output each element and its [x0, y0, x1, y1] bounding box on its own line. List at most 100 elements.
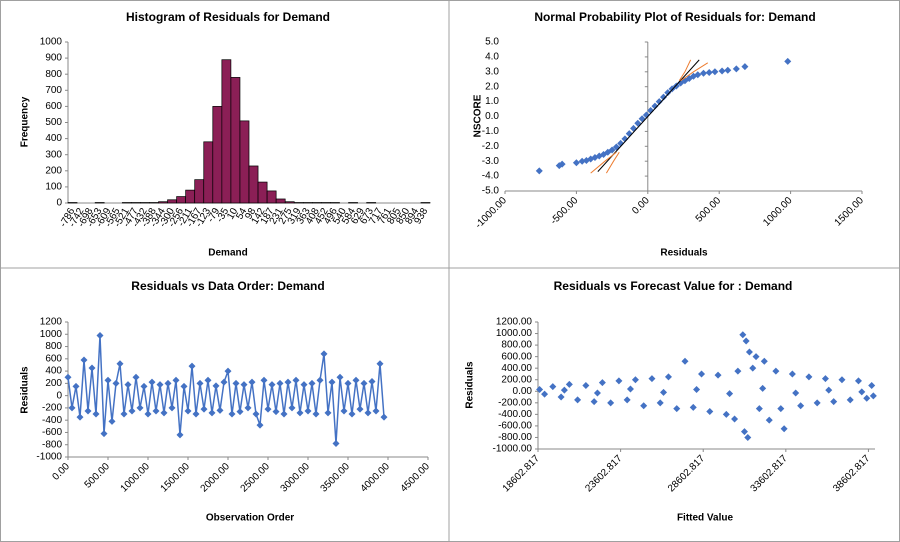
point [292, 376, 300, 384]
point [706, 407, 714, 415]
point [88, 364, 96, 372]
point [128, 407, 136, 415]
point [607, 399, 615, 407]
point [582, 382, 590, 389]
point [838, 376, 846, 384]
point [792, 389, 800, 397]
point [140, 382, 148, 390]
point [593, 389, 601, 397]
reference-line [605, 151, 620, 174]
point [212, 382, 220, 390]
point [120, 410, 128, 418]
point [656, 399, 664, 407]
point [216, 406, 224, 414]
point [248, 378, 256, 386]
y-tick-label: 0.00 [513, 386, 533, 397]
point [655, 98, 663, 106]
point [380, 413, 388, 421]
y-tick-label: -600.00 [498, 421, 532, 432]
y-tick-label: 3.0 [485, 66, 499, 77]
x-axis-title: Fitted Value [677, 513, 734, 524]
point [777, 405, 785, 413]
point [726, 390, 734, 398]
y-tick-label: 100 [45, 182, 62, 193]
y-tick-label: 600 [45, 353, 62, 364]
point [732, 65, 740, 73]
y-tick-label: 400.00 [501, 363, 532, 374]
y-tick-label: -1000 [36, 452, 62, 463]
x-axis-title: Observation Order [206, 513, 294, 524]
reference-line [680, 62, 709, 82]
point [324, 409, 332, 417]
point [320, 350, 328, 358]
point [631, 376, 639, 384]
y-tick-label: 800 [45, 341, 62, 352]
point [96, 332, 104, 339]
point [256, 421, 264, 429]
point [264, 405, 272, 413]
point [608, 146, 616, 154]
bar [221, 59, 232, 204]
y-tick-label: 800 [45, 69, 62, 80]
point [112, 379, 120, 387]
y-tick-label: -5.0 [482, 186, 500, 197]
point [557, 393, 565, 401]
y-tick-label: 1200.00 [496, 317, 533, 328]
point [718, 67, 726, 75]
point [741, 63, 749, 71]
point [252, 410, 260, 418]
point [104, 376, 112, 384]
point [742, 337, 750, 345]
point [240, 381, 248, 389]
point [705, 69, 713, 77]
y-tick-label: 300 [45, 149, 62, 160]
point [797, 402, 805, 410]
y-tick-label: 5.0 [485, 37, 499, 48]
y-tick-label: -3.0 [482, 156, 500, 167]
y-tick-label: -2.0 [482, 141, 500, 152]
point [846, 396, 854, 404]
y-tick-label: -1000.00 [493, 444, 533, 455]
point [332, 440, 340, 447]
point [196, 379, 204, 387]
bar [185, 189, 196, 204]
y-tick-label: 2.0 [485, 81, 499, 92]
y-tick-label: 0 [56, 198, 62, 209]
y-tick-label: 1.0 [485, 96, 499, 107]
point [68, 404, 76, 412]
point [184, 407, 192, 415]
point [156, 381, 164, 389]
y-tick-label: -200 [42, 403, 62, 414]
point [300, 381, 308, 389]
point [664, 89, 672, 97]
y-tick-label: -800 [42, 439, 62, 450]
y-tick-label: 800.00 [501, 340, 532, 351]
point [328, 378, 336, 386]
point [598, 379, 606, 387]
point [260, 376, 268, 384]
point [772, 367, 780, 375]
point [192, 410, 200, 418]
point [312, 410, 320, 418]
bar [275, 198, 286, 204]
point [749, 364, 757, 372]
point [784, 57, 792, 65]
chart-title: Residuals vs Data Order: Demand [131, 279, 324, 293]
y-tick-label: 1200 [40, 317, 63, 328]
point [821, 375, 829, 383]
y-axis-title: Residuals [20, 366, 31, 414]
bar [212, 106, 223, 204]
y-axis-title: Residuals [465, 361, 476, 409]
point [863, 394, 871, 402]
point [869, 392, 877, 400]
bar [230, 77, 241, 204]
y-tick-label: -400 [42, 415, 62, 426]
point [232, 379, 240, 387]
point [356, 405, 364, 413]
point [578, 157, 586, 165]
point [244, 404, 252, 412]
point [760, 357, 768, 365]
point [116, 360, 124, 368]
point [535, 167, 543, 175]
y-tick-label: 1000 [40, 37, 63, 48]
